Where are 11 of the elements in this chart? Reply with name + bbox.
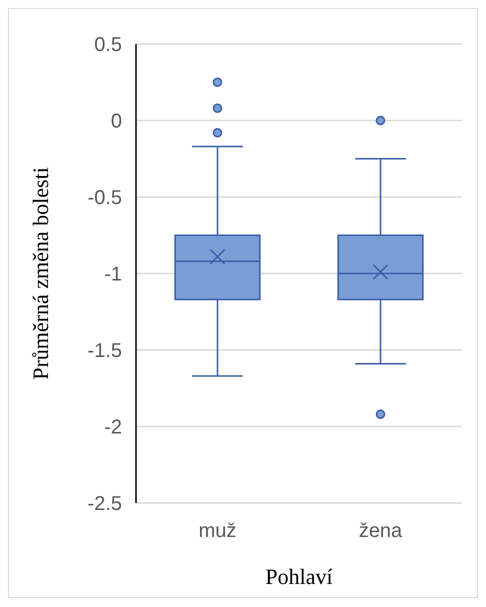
- y-tick-label: 0.5: [94, 34, 122, 56]
- x-axis-title: Pohlaví: [265, 564, 333, 589]
- y-axis-title: Průměrná změna bolesti: [28, 167, 53, 380]
- y-tick-label: -2.5: [88, 493, 122, 515]
- y-tick-label: -0.5: [88, 187, 122, 209]
- y-tick-label: -1.5: [88, 340, 122, 362]
- x-tick-label: žena: [358, 520, 404, 542]
- x-tick-label: muž: [198, 520, 236, 542]
- y-tick-label: -2: [104, 416, 122, 438]
- y-tick-label: -1: [104, 264, 122, 286]
- y-tick-label: 0: [110, 110, 122, 132]
